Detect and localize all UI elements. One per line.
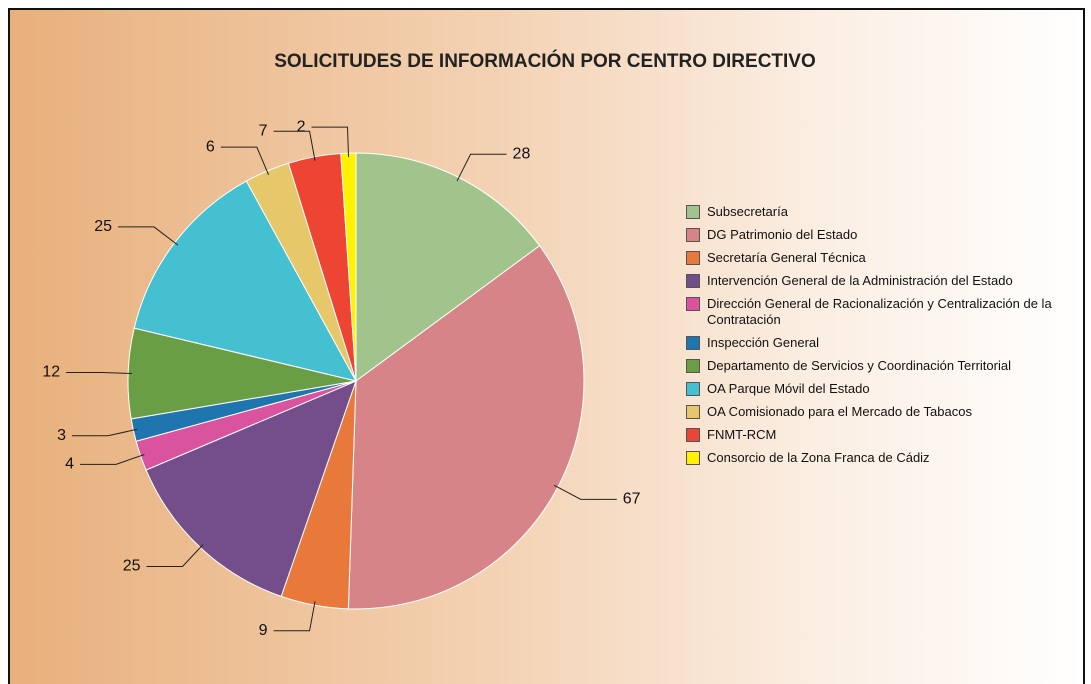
legend-swatch — [686, 297, 700, 311]
leader-line — [553, 484, 617, 500]
leader-line — [146, 544, 204, 568]
data-label: 25 — [123, 558, 141, 575]
leader-line — [66, 372, 133, 375]
legend-swatch — [686, 382, 700, 396]
legend-item: DG Patrimonio del Estado — [686, 227, 1058, 243]
legend-label: Dirección General de Racionalización y C… — [707, 296, 1052, 327]
data-label: 3 — [57, 427, 66, 444]
legend-swatch — [686, 251, 700, 265]
legend-label: Intervención General de la Administració… — [707, 273, 1013, 288]
legend-item: OA Parque Móvil del Estado — [686, 381, 1058, 397]
chart-title: SOLICITUDES DE INFORMACIÓN POR CENTRO DI… — [274, 50, 816, 72]
legend-swatch — [686, 274, 700, 288]
legend-item: FNMT-RCM — [686, 427, 1058, 443]
legend: Subsecretaría DG Patrimonio del Estado Sec… — [686, 204, 1058, 473]
legend-label: OA Comisionado para el Mercado de Tabaco… — [707, 404, 972, 419]
legend-label: OA Parque Móvil del Estado — [707, 381, 870, 396]
legend-swatch — [686, 359, 700, 373]
legend-swatch — [686, 228, 700, 242]
leader-line — [456, 153, 507, 182]
leader-line — [220, 146, 270, 175]
leader-line — [311, 126, 350, 158]
legend-swatch — [686, 428, 700, 442]
legend-swatch — [686, 405, 700, 419]
legend-item: Secretaría General Técnica — [686, 250, 1058, 266]
legend-swatch — [686, 451, 700, 465]
data-label: 28 — [513, 146, 531, 163]
legend-swatch — [686, 336, 700, 350]
legend-label: Departamento de Servicios y Coordinación… — [707, 358, 1011, 373]
legend-item: Inspección General — [686, 335, 1058, 351]
legend-label: Inspección General — [707, 335, 820, 350]
leader-line — [118, 226, 179, 246]
data-label: 67 — [623, 491, 641, 508]
data-label: 6 — [206, 138, 215, 155]
legend-label: FNMT-RCM — [707, 427, 777, 442]
data-label: 12 — [42, 364, 60, 381]
legend-item: Intervención General de la Administració… — [686, 273, 1058, 289]
leader-line — [273, 130, 316, 161]
legend-label: Consorcio de la Zona Franca de Cádiz — [707, 450, 930, 465]
leader-line — [80, 454, 145, 465]
data-label: 4 — [65, 456, 74, 473]
legend-label: Secretaría General Técnica — [707, 250, 866, 265]
legend-item: OA Comisionado para el Mercado de Tabaco… — [686, 404, 1058, 420]
legend-label: Subsecretaría — [707, 204, 788, 219]
legend-item: Consorcio de la Zona Franca de Cádiz — [686, 450, 1058, 466]
legend-item: Dirección General de Racionalización y C… — [686, 296, 1058, 328]
data-label: 25 — [94, 218, 112, 235]
legend-swatch — [686, 205, 700, 219]
legend-item: Departamento de Servicios y Coordinación… — [686, 358, 1058, 374]
leader-line — [273, 601, 316, 632]
legend-label: DG Patrimonio del Estado — [707, 227, 858, 242]
data-label: 9 — [259, 622, 268, 639]
legend-item: Subsecretaría — [686, 204, 1058, 220]
leader-line — [71, 428, 138, 437]
data-label: 2 — [297, 118, 306, 135]
data-label: 7 — [259, 122, 268, 139]
